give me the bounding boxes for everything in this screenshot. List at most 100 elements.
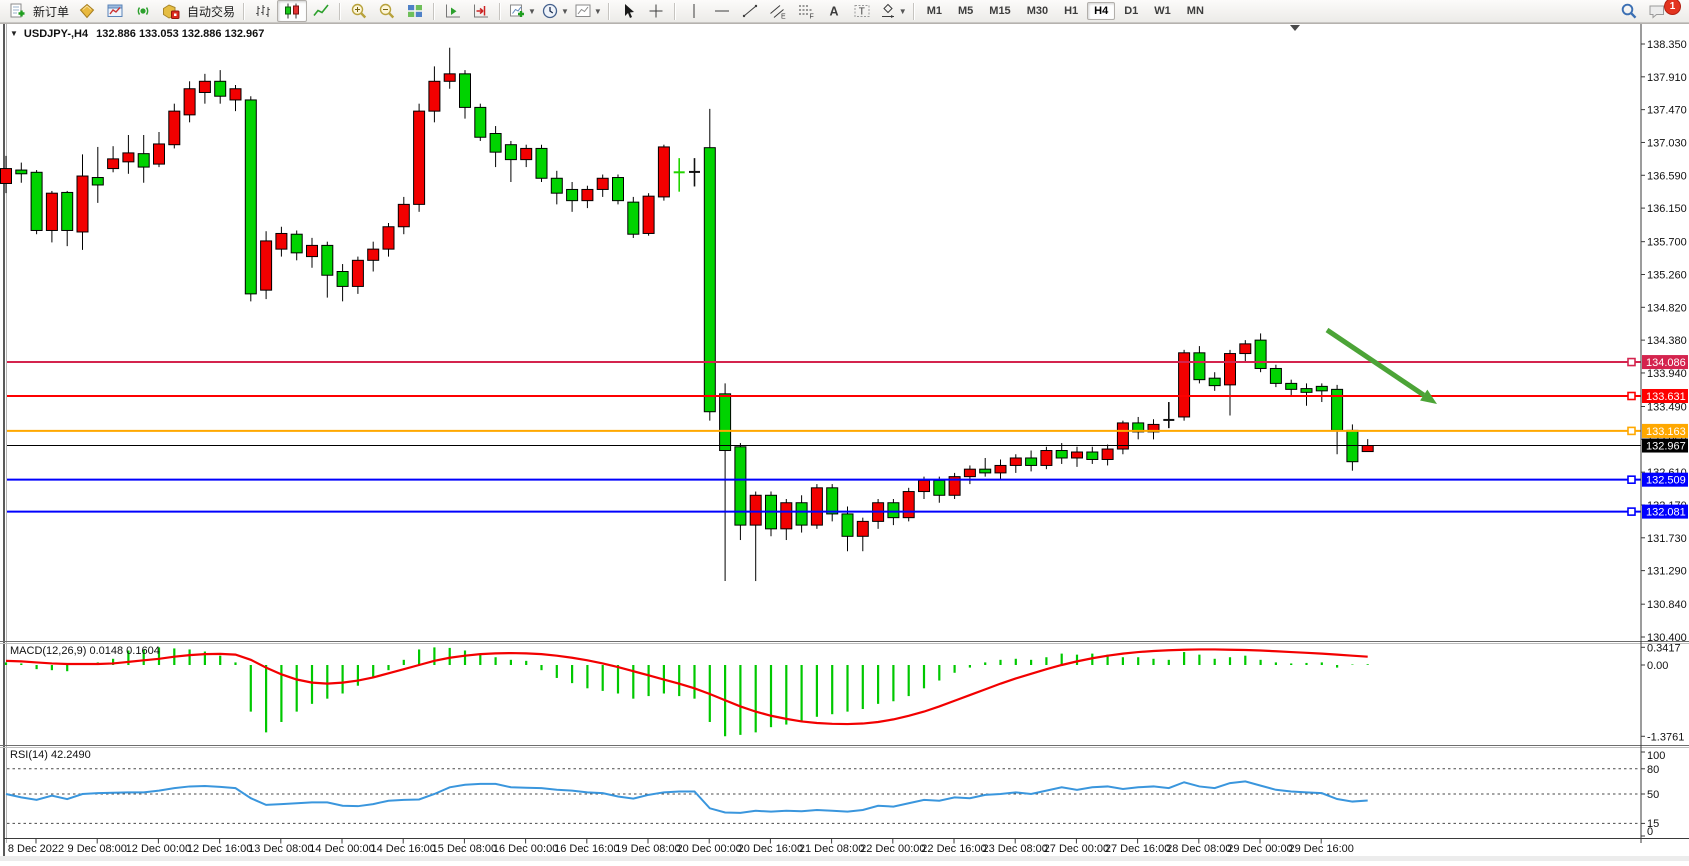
signals-button[interactable]: [129, 1, 157, 21]
autotrading-button-label[interactable]: 自动交易: [187, 4, 236, 19]
new-order-button-label[interactable]: 新订单: [33, 4, 70, 19]
svg-text:19 Dec 08:00: 19 Dec 08:00: [615, 843, 680, 855]
arrows-button[interactable]: ▼: [876, 1, 909, 21]
tile-windows-button[interactable]: [401, 1, 429, 21]
svg-text:9 Dec 08:00: 9 Dec 08:00: [68, 843, 127, 855]
svg-text:29 Dec 00:00: 29 Dec 00:00: [1227, 843, 1292, 855]
symbol-period-label: USDJPY-,H4: [23, 28, 89, 40]
rsi-indicator-label: RSI(14) 42.2490: [10, 749, 91, 761]
template-icon: [575, 4, 591, 17]
line-icon: [313, 4, 329, 16]
timeframe-m15-button[interactable]: M15: [989, 5, 1011, 17]
horizontal-line-button[interactable]: [708, 1, 736, 21]
svg-text:23 Dec 08:00: 23 Dec 08:00: [982, 843, 1047, 855]
text-label-button[interactable]: T: [848, 1, 876, 21]
chat-icon: [1649, 5, 1664, 19]
timeframe-mn-button[interactable]: MN: [1186, 5, 1204, 17]
downtrend-arrow[interactable]: [1325, 327, 1426, 398]
new-order-button[interactable]: [3, 1, 31, 21]
signal-icon: [137, 7, 149, 15]
svg-text:-1.3761: -1.3761: [1647, 731, 1684, 743]
svg-text:50: 50: [1647, 789, 1659, 801]
chevron-down-icon: ▼: [898, 6, 907, 16]
trendline-button[interactable]: [736, 1, 764, 21]
svg-text:27 Dec 00:00: 27 Dec 00:00: [1044, 843, 1109, 855]
svg-text:134.820: 134.820: [1647, 302, 1687, 314]
chevron-down-icon: ▼: [560, 6, 569, 16]
svg-text:130.840: 130.840: [1647, 599, 1687, 611]
vline-icon: [693, 4, 695, 18]
channel-button[interactable]: E: [764, 1, 792, 21]
text-label-icon: T: [854, 5, 870, 18]
svg-text:A: A: [829, 5, 838, 19]
new-chart-icon: [510, 4, 525, 17]
svg-text:136.590: 136.590: [1647, 170, 1687, 182]
crosshair-button[interactable]: [642, 1, 670, 21]
svg-text:20 Dec 00:00: 20 Dec 00:00: [676, 843, 741, 855]
toolbar-separator: [243, 2, 246, 20]
chart-shift-marker[interactable]: [1290, 25, 1300, 31]
notification-badge[interactable]: 1: [1664, 0, 1681, 15]
market-button[interactable]: [73, 1, 101, 21]
timeframe-w1-button[interactable]: W1: [1154, 5, 1171, 17]
chart-menu-icon[interactable]: ▼: [10, 29, 18, 38]
autotrading-button[interactable]: [157, 1, 185, 21]
line-chart-button[interactable]: [307, 1, 335, 21]
bar-chart-button[interactable]: [249, 1, 277, 21]
template-button[interactable]: ▼: [571, 1, 604, 21]
svg-text:136.150: 136.150: [1647, 203, 1687, 215]
svg-text:14 Dec 16:00: 14 Dec 16:00: [370, 843, 435, 855]
chart-shift-button[interactable]: [439, 1, 467, 21]
doc-plus-icon: [10, 3, 25, 18]
new-chart-button[interactable]: ▼: [505, 1, 538, 21]
svg-text:131.290: 131.290: [1647, 566, 1687, 578]
timeframe-m5-button[interactable]: M5: [958, 5, 974, 17]
zoom-out-button[interactable]: [373, 1, 401, 21]
svg-text:80: 80: [1647, 764, 1659, 776]
timeframe-h1-button[interactable]: H1: [1064, 5, 1079, 17]
svg-text:29 Dec 16:00: 29 Dec 16:00: [1288, 843, 1353, 855]
fibonacci-button[interactable]: F: [792, 1, 820, 21]
macd-indicator-label: MACD(12,26,9) 0.0148 0.1604: [10, 645, 160, 657]
zoom-in-button[interactable]: [345, 1, 373, 21]
period-button[interactable]: ▼: [538, 1, 571, 21]
timeframe-d1-button[interactable]: D1: [1124, 5, 1139, 17]
chart-window-button[interactable]: [101, 1, 129, 21]
svg-text:133.631: 133.631: [1646, 391, 1686, 403]
svg-text:12 Dec 16:00: 12 Dec 16:00: [187, 843, 252, 855]
svg-text:133.940: 133.940: [1647, 368, 1687, 380]
svg-text:13 Dec 08:00: 13 Dec 08:00: [248, 843, 313, 855]
svg-text:133.490: 133.490: [1647, 402, 1687, 414]
toolbar-separator: [607, 2, 610, 20]
text-button[interactable]: A: [820, 1, 848, 21]
search-button[interactable]: [1615, 1, 1643, 21]
zoom-out-icon: [379, 3, 395, 19]
timeframe-h4-button[interactable]: H4: [1087, 2, 1116, 20]
svg-text:132.509: 132.509: [1646, 475, 1686, 487]
svg-text:0: 0: [1647, 826, 1653, 838]
auto-scroll-button[interactable]: [467, 1, 495, 21]
ohlc-values: 132.886 133.053 132.886 132.967: [96, 28, 265, 40]
trendline-icon: [742, 4, 757, 18]
cursor-button[interactable]: [614, 1, 642, 21]
shapes-icon: [881, 3, 894, 18]
svg-text:0.3417: 0.3417: [1647, 642, 1681, 654]
svg-text:22 Dec 00:00: 22 Dec 00:00: [860, 843, 925, 855]
vertical-line-button[interactable]: [680, 1, 708, 21]
timeframe-m30-button[interactable]: M30: [1026, 5, 1049, 17]
toolbar-separator: [499, 2, 502, 20]
svg-text:15: 15: [1647, 818, 1659, 830]
toolbar-separator: [433, 2, 436, 20]
autoscroll-icon: [474, 4, 489, 18]
svg-text:135.260: 135.260: [1647, 269, 1687, 281]
svg-text:16 Dec 00:00: 16 Dec 00:00: [493, 843, 558, 855]
svg-text:134.380: 134.380: [1647, 335, 1687, 347]
chat-button[interactable]: [1643, 1, 1671, 21]
timeframe-m1-button[interactable]: M1: [926, 5, 942, 17]
svg-text:132.081: 132.081: [1646, 507, 1686, 519]
candlestick-chart-button[interactable]: [277, 0, 308, 22]
svg-text:22 Dec 16:00: 22 Dec 16:00: [921, 843, 986, 855]
hline-icon: [714, 10, 729, 12]
